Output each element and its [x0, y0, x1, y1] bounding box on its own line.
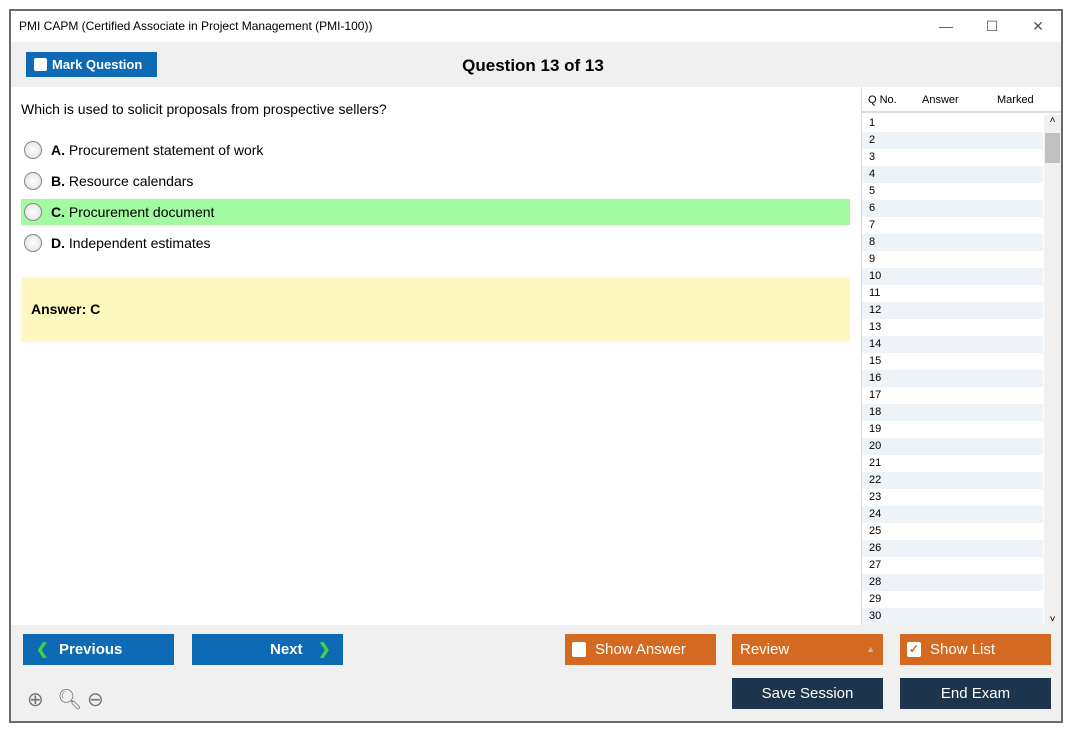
chevron-left-icon: ❮ [36, 641, 49, 658]
radio-icon[interactable] [24, 141, 42, 159]
list-row[interactable]: 25 [869, 525, 882, 537]
option-d[interactable]: D. Independent estimates [21, 230, 850, 256]
zoom-in-icon[interactable]: ⊕ [27, 689, 44, 711]
show-answer-button[interactable]: Show Answer [565, 634, 716, 665]
header-marked[interactable]: Marked [997, 94, 1034, 106]
show-list-label: Show List [930, 641, 996, 658]
option-a[interactable]: A. Procurement statement of work [21, 137, 850, 163]
list-row[interactable]: 7 [869, 219, 876, 231]
save-session-button[interactable]: Save Session [732, 678, 883, 709]
question-text: Which is used to solicit proposals from … [21, 101, 387, 117]
list-row[interactable]: 4 [862, 166, 1043, 183]
review-dropdown[interactable]: Review ▲ [732, 634, 883, 665]
list-row[interactable]: 5 [869, 185, 876, 197]
list-row[interactable]: 28 [862, 574, 1043, 591]
radio-icon[interactable] [24, 203, 42, 221]
list-row[interactable]: 11 [869, 287, 881, 299]
list-row[interactable]: 16 [862, 370, 1043, 387]
option-letter: D. [51, 235, 65, 251]
option-text: Independent estimates [68, 235, 211, 251]
list-row[interactable]: 8 [862, 234, 1043, 251]
checkbox-icon [34, 58, 47, 71]
title-bar: PMI CAPM (Certified Associate in Project… [11, 11, 1061, 42]
zoom-out-icon[interactable]: ⊖ [87, 689, 104, 711]
list-row[interactable]: 2 [862, 132, 1043, 149]
question-area: Which is used to solicit proposals from … [11, 87, 861, 625]
maximize-button[interactable]: ☐ [985, 18, 999, 34]
checkbox-icon[interactable] [572, 642, 586, 657]
option-letter: A. [51, 142, 65, 158]
list-row[interactable]: 19 [869, 423, 882, 435]
zoom-reset-icon[interactable]: 🔍︎ [57, 689, 83, 711]
end-exam-button[interactable]: End Exam [900, 678, 1051, 709]
checkbox-checked-icon[interactable]: ✓ [907, 642, 921, 657]
list-row[interactable]: 1 [869, 117, 876, 129]
list-row[interactable]: 27 [869, 559, 882, 571]
next-button[interactable]: Next ❯ [192, 634, 343, 665]
header-answer[interactable]: Answer [922, 94, 959, 106]
list-row[interactable]: 23 [869, 491, 882, 503]
header-qno[interactable]: Q No. [868, 94, 897, 106]
list-row[interactable]: 14 [862, 336, 1043, 353]
previous-button[interactable]: ❮ Previous [23, 634, 174, 665]
option-letter: B. [51, 173, 65, 189]
list-row[interactable]: 17 [869, 389, 882, 401]
option-letter: C. [51, 204, 65, 220]
minimize-button[interactable]: — [939, 18, 953, 34]
list-row[interactable]: 22 [862, 472, 1043, 489]
scrollbar[interactable]: ˄ ˅ [1044, 115, 1061, 625]
option-text: Procurement statement of work [68, 142, 264, 158]
previous-label: Previous [59, 641, 123, 658]
list-row[interactable]: 3 [869, 151, 876, 163]
option-b[interactable]: B. Resource calendars [21, 168, 850, 194]
list-row[interactable]: 9 [869, 253, 876, 265]
list-row[interactable]: 13 [869, 321, 882, 333]
list-row[interactable]: 15 [869, 355, 882, 367]
mark-question-label: Mark Question [52, 57, 143, 72]
window-title: PMI CAPM (Certified Associate in Project… [19, 19, 373, 33]
scroll-down-icon[interactable]: ˅ [1049, 614, 1056, 625]
answer-box: Answer: C [21, 277, 850, 342]
toolbar: Mark Question Question 13 of 13 [11, 42, 1061, 87]
radio-icon[interactable] [24, 234, 42, 252]
list-row[interactable]: 24 [862, 506, 1043, 523]
list-header: Q No. Answer Marked [862, 87, 1061, 113]
list-row[interactable]: 12 [862, 302, 1043, 319]
list-row[interactable]: 20 [862, 438, 1043, 455]
question-counter: Question 13 of 13 [462, 56, 604, 75]
review-label: Review [740, 641, 790, 658]
radio-icon[interactable] [24, 172, 42, 190]
app-window: PMI CAPM (Certified Associate in Project… [9, 9, 1063, 723]
show-list-button[interactable]: ✓ Show List [900, 634, 1051, 665]
caret-up-icon: ▲ [866, 644, 875, 654]
list-row[interactable]: 30 [862, 608, 1043, 625]
list-row[interactable]: 10 [862, 268, 1043, 285]
question-list-panel: Q No. Answer Marked 1 2 3 4 5 6 7 8 9 10 11 12 13 14 1… [861, 87, 1061, 625]
list-row[interactable]: 18 [862, 404, 1043, 421]
option-text: Procurement document [68, 204, 215, 220]
list-row[interactable]: 6 [862, 200, 1043, 217]
option-text: Resource calendars [68, 173, 194, 189]
show-answer-label: Show Answer [595, 641, 686, 658]
option-c[interactable]: C. Procurement document [21, 199, 850, 225]
close-button[interactable]: ✕ [1032, 18, 1044, 34]
chevron-right-icon: ❯ [318, 641, 331, 658]
next-label: Next [270, 641, 303, 658]
list-row[interactable]: 21 [869, 457, 882, 469]
mark-question-button[interactable]: Mark Question [26, 52, 157, 77]
scroll-up-icon[interactable]: ˄ [1049, 115, 1056, 126]
list-row[interactable]: 29 [869, 593, 882, 605]
scroll-thumb[interactable] [1045, 133, 1060, 163]
list-row[interactable]: 26 [862, 540, 1043, 557]
